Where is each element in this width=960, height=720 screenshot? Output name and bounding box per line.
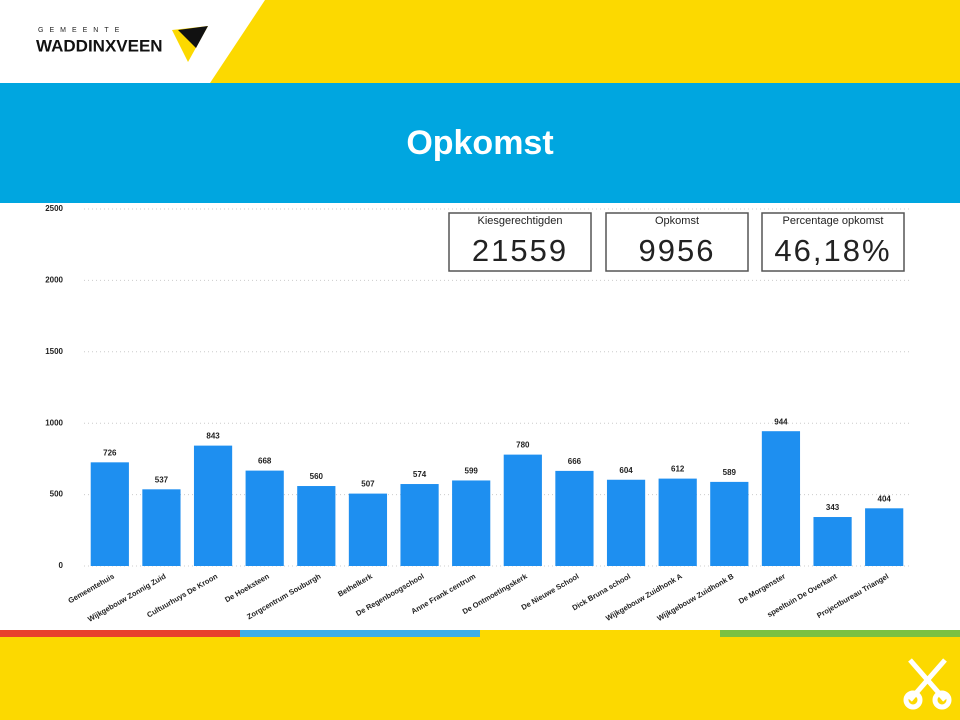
- bar: [865, 508, 904, 566]
- title-band: [0, 83, 960, 203]
- value-label: 343: [826, 503, 840, 512]
- stripe: [480, 630, 720, 637]
- y-tick-label: 1000: [45, 418, 63, 427]
- bar: [193, 445, 233, 566]
- bar: [348, 493, 388, 566]
- value-label: 537: [155, 475, 169, 484]
- bar: [761, 431, 801, 566]
- stripe: [240, 630, 480, 637]
- kpi-label: Opkomst: [655, 215, 699, 227]
- value-label: 726: [103, 448, 117, 457]
- bar: [400, 484, 439, 566]
- kpi-card: [761, 212, 905, 272]
- bar: [606, 479, 646, 566]
- kpi-card: [605, 212, 749, 272]
- value-label: 666: [568, 457, 582, 466]
- value-label: 574: [413, 470, 427, 479]
- y-tick-label: 2000: [45, 276, 63, 285]
- value-label: 599: [465, 467, 479, 476]
- value-label: 589: [723, 468, 737, 477]
- bar: [90, 462, 129, 566]
- kpi-label: Percentage opkomst: [783, 215, 884, 227]
- y-tick-label: 2500: [45, 204, 63, 213]
- bar: [297, 486, 336, 566]
- x-tick-label: De Morgenster: [737, 572, 787, 606]
- value-label: 843: [206, 432, 220, 441]
- bar: [503, 454, 542, 566]
- bar: [142, 489, 181, 566]
- stripe: [720, 630, 960, 637]
- bar: [710, 481, 749, 566]
- footer-band: [0, 637, 960, 720]
- kpi-value: 46,18%: [774, 233, 891, 268]
- x-tick-label: Gemeentehuis: [67, 572, 116, 606]
- value-label: 404: [878, 494, 892, 503]
- bar: [658, 478, 697, 566]
- footer-emblem: [903, 658, 952, 710]
- slide-title: Opkomst: [406, 124, 553, 162]
- y-tick-label: 0: [59, 561, 64, 570]
- value-label: 780: [516, 441, 530, 450]
- value-label: 944: [774, 417, 788, 426]
- x-tick-label: De Hoeksteen: [223, 571, 271, 604]
- bar: [555, 470, 594, 566]
- value-label: 560: [310, 472, 324, 481]
- kpi-value: 21559: [472, 233, 568, 268]
- x-tick-label: Bethelkerk: [336, 571, 374, 598]
- kpi-cards: Kiesgerechtigden 21559 Opkomst 9956 Percenta…: [448, 212, 905, 272]
- kpi-label: Kiesgerechtigden: [477, 215, 562, 227]
- stripe: [0, 630, 240, 637]
- y-tick-label: 1500: [45, 347, 63, 356]
- value-label: 668: [258, 457, 272, 466]
- value-label: 612: [671, 465, 685, 474]
- value-label: 507: [361, 480, 375, 489]
- logo-name: WADDINXVEEN: [36, 36, 163, 55]
- y-tick-label: 500: [50, 490, 64, 499]
- bar: [245, 470, 284, 566]
- logo-prefix: GEMEENTE: [38, 27, 125, 34]
- bar: [813, 517, 852, 566]
- kpi-value: 9956: [639, 233, 716, 268]
- header-accent: [210, 0, 960, 83]
- logo-mark: [178, 26, 208, 48]
- bar: [452, 480, 491, 566]
- value-label: 604: [619, 466, 633, 475]
- kpi-card: [448, 212, 592, 272]
